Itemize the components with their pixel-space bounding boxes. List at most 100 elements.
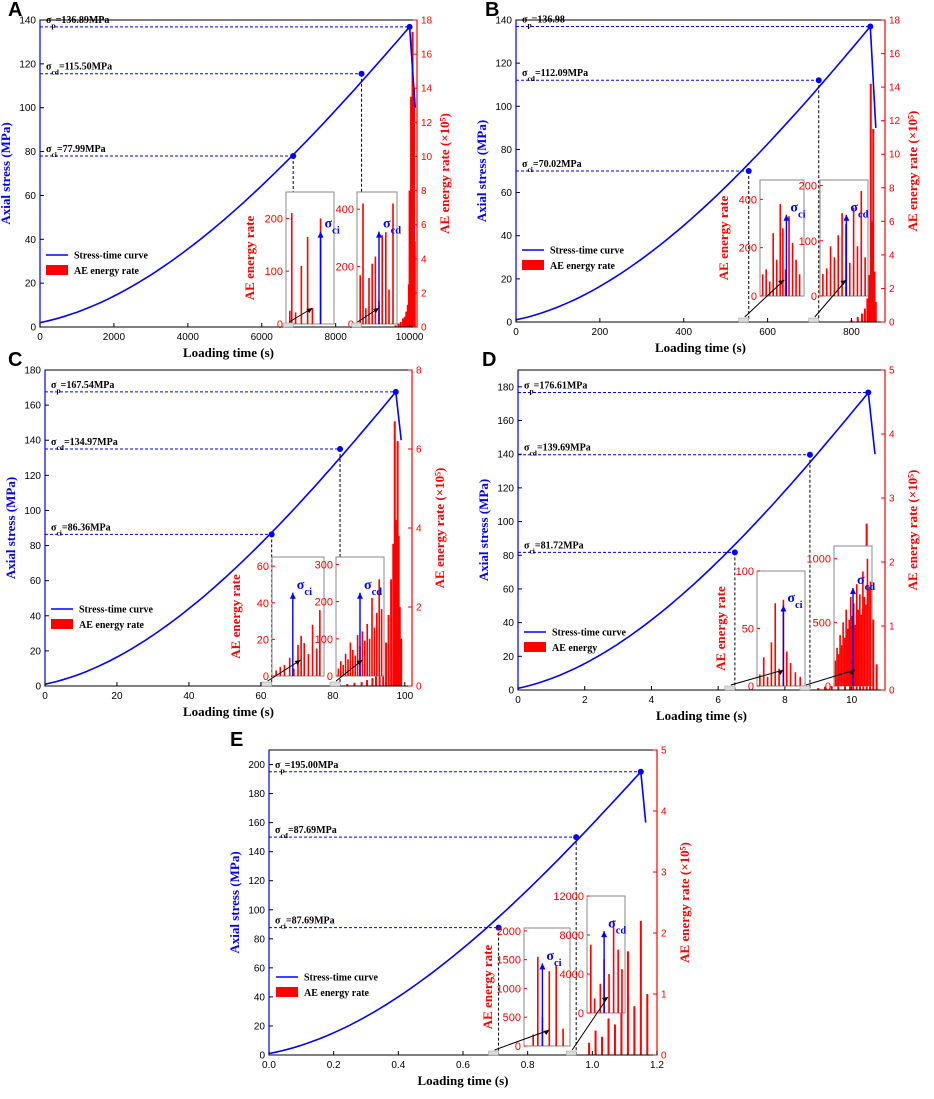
inset-bar [836, 647, 838, 686]
ae-bar [594, 1030, 597, 1055]
point-ci [745, 167, 752, 174]
point-p [867, 23, 874, 30]
y-tick-label: 140 [248, 847, 265, 858]
point-cd [815, 77, 822, 84]
zoom-marker [329, 681, 341, 687]
y2-tick-label: 8 [889, 183, 895, 194]
ae-bar [837, 683, 840, 690]
sigma-label-ci: σci [297, 578, 312, 598]
y-tick-label: 20 [501, 274, 513, 285]
x-tick-label: 0.2 [327, 1060, 341, 1071]
y-tick-label: 60 [501, 188, 513, 199]
ae-bar [400, 638, 403, 686]
inset-bar [289, 310, 291, 324]
label-cd: σcd=87.69MPa [275, 825, 337, 840]
inset-tick-label: 500 [503, 1012, 521, 1024]
y2-tick-label: 2 [661, 929, 667, 940]
stress-curve [39, 24, 416, 324]
inset-frame [756, 570, 806, 687]
ae-bar [353, 682, 356, 686]
ae-bar [398, 607, 401, 686]
inset-bar [378, 579, 380, 676]
inset-tick-label: 500 [813, 617, 831, 629]
inset-tick-label: 0 [515, 1041, 521, 1053]
zoom-connector [730, 669, 784, 686]
inset-bar [617, 949, 619, 1013]
y-axis-title: Axial stress (MPa) [474, 120, 489, 222]
ae-bar [392, 543, 395, 686]
stress-curve [517, 390, 876, 690]
y2-tick-label: 2 [421, 288, 427, 299]
inset-axis-title: AE energy rate [228, 574, 243, 659]
point-cd [337, 446, 344, 453]
zoom-marker [808, 317, 819, 323]
y-tick-label: 0 [508, 686, 514, 697]
ae-bar [401, 318, 404, 327]
panel-letter: C [8, 349, 22, 371]
x-tick-label: 0.6 [456, 1060, 470, 1071]
y-tick-label: 140 [24, 436, 41, 447]
zoom-connector [335, 659, 363, 682]
ae-bar [868, 275, 871, 322]
ae-bar [385, 642, 388, 686]
inset-tick-label: 1000 [807, 554, 831, 566]
y-tick-label: 0 [30, 323, 36, 334]
y-tick-label: 100 [24, 506, 41, 517]
y-tick-label: 140 [497, 450, 514, 461]
x-tick-label: 400 [675, 327, 692, 338]
y2-tick-label: 18 [421, 16, 433, 27]
stress-curve [268, 769, 647, 1055]
inset-bar [784, 269, 787, 296]
inset-bar [857, 609, 860, 686]
ae-bar [863, 308, 866, 322]
point-cd [806, 451, 813, 458]
y-tick-label: 40 [25, 235, 37, 246]
ae-bar [375, 674, 378, 686]
ae-bar [346, 684, 349, 686]
inset-tick-label: 200 [336, 262, 354, 274]
zoom-arrowhead [778, 280, 785, 285]
inset-bar [352, 649, 354, 676]
zoom-connector [267, 659, 301, 682]
y2-tick-label: 6 [416, 445, 422, 456]
y-tick-label: 40 [503, 618, 515, 629]
y-tick-label: 100 [19, 103, 36, 114]
y-tick-label: 160 [24, 401, 41, 412]
x-tick-label: 100 [396, 691, 413, 702]
x-tick-label: 0.4 [391, 1060, 405, 1071]
inset-tick-label: 0 [263, 671, 269, 683]
inset-bar [608, 974, 610, 1013]
y-tick-label: 40 [254, 992, 266, 1003]
ae-bar [405, 311, 408, 327]
inset-bar [829, 246, 832, 296]
sigma-arrow-head [357, 592, 363, 599]
inset-bar [768, 281, 771, 296]
inset-bar [337, 668, 340, 676]
x-tick-label: 0.0 [262, 1060, 276, 1071]
x-tick-label: 8 [782, 695, 788, 706]
y2-tick-label: 12 [889, 116, 901, 127]
ae-bar [626, 951, 629, 1055]
inset-bar [852, 207, 855, 296]
ae-bar [394, 325, 397, 327]
ae-bar [639, 920, 642, 1055]
ae-bar [613, 1024, 616, 1055]
y-axis-title: Axial stress (MPa) [3, 477, 18, 579]
y-tick-label: 80 [501, 145, 513, 156]
y2-tick-label: 8 [421, 186, 427, 197]
x-tick-label: 1.2 [650, 1060, 664, 1071]
inset-frame [523, 927, 571, 1047]
y2-tick-label: 5 [661, 746, 667, 757]
inset-bar [859, 594, 861, 686]
inset-tick-label: 200 [315, 597, 333, 609]
inset-bar [374, 256, 377, 324]
inset-bar [342, 664, 344, 676]
inset-bar [376, 612, 378, 676]
sigma-arrow-head [601, 931, 608, 938]
inset-bar [791, 242, 794, 296]
ae-bar [410, 96, 413, 327]
inset-bar [778, 668, 780, 686]
